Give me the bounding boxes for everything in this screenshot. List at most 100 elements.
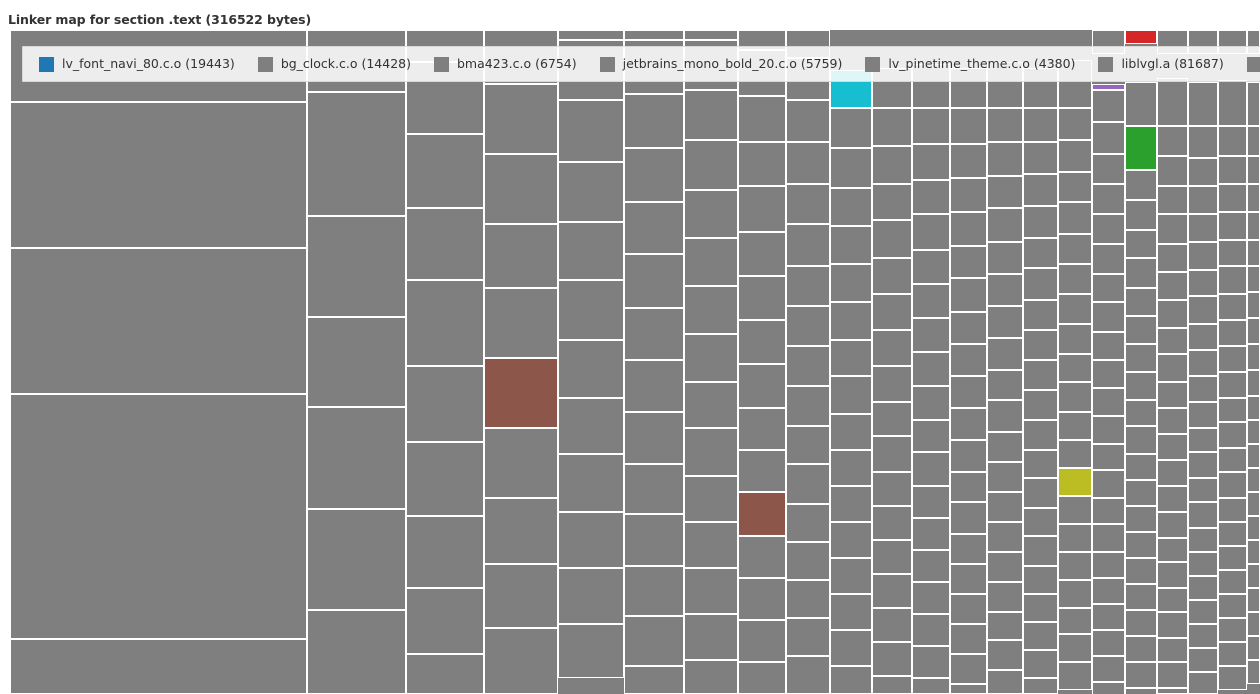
treemap-tile[interactable] <box>1218 618 1247 642</box>
treemap-tile[interactable] <box>1188 672 1218 694</box>
treemap-tile[interactable] <box>1058 662 1092 690</box>
treemap-tile[interactable] <box>1218 184 1247 212</box>
treemap-tile[interactable] <box>1188 502 1218 528</box>
treemap-tile[interactable] <box>1023 174 1058 206</box>
treemap-tile[interactable] <box>1188 214 1218 242</box>
treemap-tile[interactable] <box>738 364 786 408</box>
treemap-tile[interactable] <box>1125 170 1157 200</box>
treemap-tile[interactable] <box>406 516 484 588</box>
treemap-tile[interactable] <box>684 476 738 522</box>
treemap-tile[interactable] <box>1058 140 1092 172</box>
treemap-tile[interactable] <box>1218 212 1247 240</box>
treemap-tile[interactable] <box>912 318 950 352</box>
treemap-tile[interactable] <box>1188 242 1218 270</box>
treemap-tile[interactable] <box>1058 324 1092 354</box>
treemap-tile[interactable] <box>1023 206 1058 238</box>
treemap-tile[interactable] <box>1188 452 1218 478</box>
treemap-tile[interactable] <box>1247 444 1260 468</box>
treemap-tile[interactable] <box>786 542 830 580</box>
treemap-tile[interactable] <box>987 338 1023 370</box>
treemap-tile[interactable] <box>1125 288 1157 316</box>
treemap-tile[interactable] <box>950 684 987 694</box>
treemap-tile[interactable] <box>1023 420 1058 450</box>
treemap-tile[interactable] <box>1092 552 1125 578</box>
treemap-tile[interactable] <box>624 412 684 464</box>
treemap-tile[interactable] <box>912 284 950 318</box>
treemap-tile[interactable] <box>1125 454 1157 480</box>
treemap-tile[interactable] <box>1092 332 1125 360</box>
treemap-tile[interactable] <box>1092 84 1125 90</box>
treemap-tile[interactable] <box>1157 214 1188 244</box>
treemap-tile[interactable] <box>684 568 738 614</box>
treemap-tile[interactable] <box>307 92 406 216</box>
treemap-tile[interactable] <box>872 146 912 184</box>
treemap-tile[interactable] <box>1157 612 1188 638</box>
treemap-tile[interactable] <box>912 386 950 420</box>
treemap-tile[interactable] <box>950 212 987 246</box>
treemap-tile[interactable] <box>307 317 406 407</box>
treemap-tile[interactable] <box>1092 604 1125 630</box>
treemap-tile[interactable] <box>624 202 684 254</box>
treemap-tile[interactable] <box>406 588 484 654</box>
treemap-tile[interactable] <box>1247 126 1260 156</box>
treemap-tile[interactable] <box>1188 552 1218 576</box>
treemap-tile[interactable] <box>950 376 987 408</box>
treemap-tile[interactable] <box>1023 108 1058 142</box>
treemap-tile[interactable] <box>830 188 872 226</box>
treemap-canvas[interactable] <box>10 30 1260 694</box>
treemap-tile[interactable] <box>1125 584 1157 610</box>
treemap-tile[interactable] <box>950 108 987 144</box>
treemap-tile[interactable] <box>1157 272 1188 300</box>
treemap-tile[interactable] <box>558 340 624 398</box>
treemap-tile[interactable] <box>1092 154 1125 184</box>
treemap-tile[interactable] <box>1247 184 1260 212</box>
treemap-tile[interactable] <box>872 676 912 694</box>
treemap-tile[interactable] <box>912 518 950 550</box>
treemap-tile[interactable] <box>1188 126 1218 158</box>
treemap-tile[interactable] <box>1247 266 1260 292</box>
treemap-tile[interactable] <box>950 564 987 594</box>
treemap-tile[interactable] <box>1157 382 1188 408</box>
treemap-tile[interactable] <box>1218 522 1247 546</box>
treemap-tile[interactable] <box>624 254 684 308</box>
treemap-tile[interactable] <box>1125 316 1157 344</box>
treemap-tile[interactable] <box>950 312 987 344</box>
treemap-tile[interactable] <box>1157 354 1188 382</box>
legend-entry[interactable]: jetbrains_mono_bold_20.c.o (5759) <box>590 56 842 72</box>
treemap-tile[interactable] <box>624 666 684 694</box>
treemap-tile[interactable] <box>912 214 950 250</box>
treemap-tile[interactable] <box>1157 538 1188 562</box>
treemap-tile[interactable] <box>987 208 1023 242</box>
treemap-tile[interactable] <box>1058 382 1092 412</box>
treemap-tile[interactable] <box>10 102 307 248</box>
treemap-tile[interactable] <box>1125 30 1157 44</box>
treemap-tile[interactable] <box>830 666 872 694</box>
treemap-tile[interactable] <box>786 346 830 386</box>
treemap-tile[interactable] <box>684 286 738 334</box>
treemap-tile[interactable] <box>406 280 484 366</box>
treemap-tile[interactable] <box>912 646 950 678</box>
treemap-tile[interactable] <box>1125 532 1157 558</box>
treemap-tile[interactable] <box>406 442 484 516</box>
treemap-tile[interactable] <box>987 432 1023 462</box>
treemap-tile[interactable] <box>1157 244 1188 272</box>
treemap-tile[interactable] <box>1218 156 1247 184</box>
treemap-tile[interactable] <box>950 440 987 472</box>
treemap-tile[interactable] <box>1092 578 1125 604</box>
treemap-tile[interactable] <box>950 408 987 440</box>
treemap-tile[interactable] <box>872 540 912 574</box>
treemap-tile[interactable] <box>1188 576 1218 600</box>
treemap-tile[interactable] <box>1247 636 1260 660</box>
treemap-tile[interactable] <box>1157 126 1188 156</box>
treemap-tile[interactable] <box>1092 184 1125 214</box>
treemap-tile[interactable] <box>738 276 786 320</box>
treemap-tile[interactable] <box>1247 292 1260 318</box>
treemap-tile[interactable] <box>1157 688 1188 694</box>
treemap-tile[interactable] <box>406 366 484 442</box>
treemap-tile[interactable] <box>624 30 684 40</box>
treemap-tile[interactable] <box>307 509 406 610</box>
treemap-tile[interactable] <box>950 144 987 178</box>
treemap-tile[interactable] <box>830 148 872 188</box>
treemap-tile[interactable] <box>10 248 307 394</box>
treemap-tile[interactable] <box>1023 142 1058 174</box>
